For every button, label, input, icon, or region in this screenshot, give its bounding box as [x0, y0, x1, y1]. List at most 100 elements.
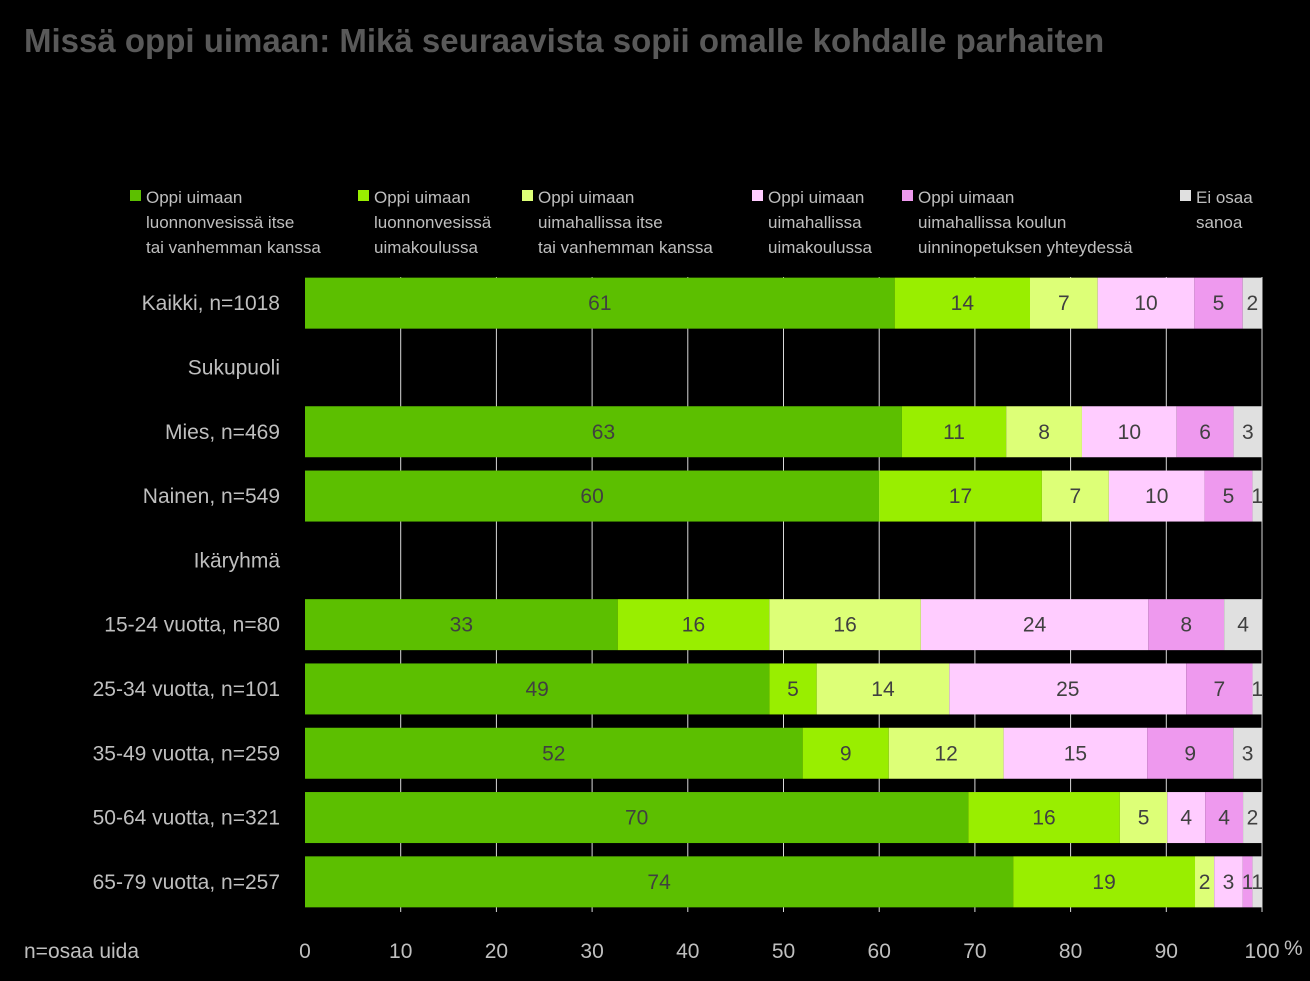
data-label: 8: [1038, 421, 1050, 444]
data-label: 70: [625, 807, 648, 830]
legend-label: uimakoulussa: [768, 238, 872, 257]
data-label: 63: [592, 421, 615, 444]
x-tick-label: 90: [1155, 940, 1178, 963]
data-label: 15: [1064, 742, 1087, 765]
bar-segment: [1242, 277, 1262, 329]
bar-segment: [1097, 277, 1195, 329]
data-label: 16: [1032, 807, 1055, 830]
data-label: 2: [1247, 807, 1259, 830]
x-tick-label: 50: [772, 940, 795, 963]
bar-segment: [1167, 792, 1206, 844]
bar-segment: [305, 406, 902, 458]
category-label: Sukupuoli: [188, 356, 280, 379]
data-label: 5: [1223, 485, 1235, 508]
data-label: 3: [1242, 742, 1254, 765]
bar-segment: [1003, 727, 1148, 779]
legend-label: uimahallissa: [768, 213, 862, 232]
data-label: 2: [1199, 871, 1211, 894]
legend: Oppi uimaan luonnonvesissä itse tai vanhem…: [130, 188, 1253, 257]
data-label: 49: [525, 678, 548, 701]
bar-segment: [305, 792, 969, 844]
bar-segment: [305, 599, 618, 651]
legend-label: uimahallissa koulun: [918, 213, 1066, 232]
bar-segment: [1081, 406, 1177, 458]
x-tick-label: 80: [1059, 940, 1082, 963]
data-label: 7: [1070, 485, 1082, 508]
data-label: 1: [1251, 678, 1263, 701]
legend-label: sanoa: [1196, 213, 1243, 232]
data-label: 7: [1058, 292, 1070, 315]
legend-label: uimahallissa itse: [538, 213, 663, 232]
data-label: 8: [1180, 614, 1192, 637]
category-label: 50-64 vuotta, n=321: [93, 807, 280, 830]
x-tick-label: 30: [580, 940, 603, 963]
data-label: 11: [943, 421, 965, 444]
bar-segment: [888, 727, 1004, 779]
bar-segment: [305, 856, 1014, 908]
legend-swatch: [752, 190, 763, 201]
data-label: 52: [542, 742, 565, 765]
bar-segment: [879, 470, 1042, 522]
data-label: 2: [1246, 292, 1258, 315]
data-label: 61: [588, 292, 611, 315]
bar-segment: [1243, 792, 1262, 844]
bar-segment: [769, 599, 921, 651]
data-label: 9: [1184, 742, 1196, 765]
data-label: 7: [1214, 678, 1226, 701]
bar-segment: [1013, 856, 1196, 908]
bars: 61 14 7 10 5 263 11 8 10 6 360 17 7 10 5 133 16 16 24 8 449 5…: [305, 277, 1263, 908]
data-label: 16: [682, 614, 705, 637]
category-label: Ikäryhmä: [194, 549, 281, 572]
data-label: 6: [1199, 421, 1211, 444]
data-label: 3: [1223, 871, 1235, 894]
data-label: 5: [1213, 292, 1225, 315]
x-tick-label: 60: [868, 940, 891, 963]
bar-segment: [305, 470, 880, 522]
category-label: Nainen, n=549: [143, 485, 280, 508]
bar-segment: [305, 277, 895, 329]
data-label: 60: [580, 485, 603, 508]
legend-label: tai vanhemman kanssa: [538, 238, 713, 257]
legend-item: Oppi uimaan uimahallissa koulun uinninopet…: [902, 188, 1133, 257]
data-label: 24: [1023, 614, 1047, 637]
legend-label: Oppi uimaan: [146, 188, 242, 207]
x-tick-label: 10: [389, 940, 412, 963]
data-label: 33: [450, 614, 473, 637]
data-label: 5: [1138, 807, 1150, 830]
legend-item: Oppi uimaan luonnonvesissä uimakoulussa: [358, 188, 492, 257]
legend-label: Oppi uimaan: [768, 188, 864, 207]
legend-swatch: [358, 190, 369, 201]
bar-segment: [1176, 406, 1234, 458]
data-label: 9: [840, 742, 852, 765]
bar-segment: [1233, 406, 1262, 458]
data-label: 10: [1134, 292, 1157, 315]
bar-segment: [1233, 727, 1262, 779]
bar-segment: [1119, 792, 1168, 844]
data-label: 4: [1218, 807, 1230, 830]
legend-item: Oppi uimaan uimahallissa uimakoulussa: [752, 188, 872, 257]
legend-swatch: [1180, 190, 1191, 201]
bar-segment: [1108, 470, 1205, 522]
x-tick-label: 100: [1244, 940, 1279, 963]
bar-segment: [816, 663, 950, 715]
data-label: 3: [1242, 421, 1254, 444]
legend-item: Oppi uimaan luonnonvesissä itse tai vanhem…: [130, 188, 321, 257]
bar-segment: [1205, 792, 1244, 844]
category-label: Mies, n=469: [165, 421, 280, 444]
bar-segment: [305, 663, 770, 715]
bar-segment: [1252, 470, 1262, 522]
data-label: 14: [871, 678, 895, 701]
data-label: 17: [949, 485, 972, 508]
legend-label: Oppi uimaan: [538, 188, 634, 207]
x-tick-label: 40: [676, 940, 699, 963]
x-tick-label: 70: [963, 940, 986, 963]
legend-swatch: [522, 190, 533, 201]
bar-segment: [968, 792, 1120, 844]
bar-segment: [901, 406, 1007, 458]
chart-title: Missä oppi uimaan: Mikä seuraavista sopi…: [24, 22, 1104, 59]
x-tick-label: 20: [485, 940, 508, 963]
legend-label: luonnonvesissä: [374, 213, 492, 232]
legend-item: Oppi uimaan uimahallissa itse tai vanhemma…: [522, 188, 713, 257]
bar-segment: [1041, 470, 1109, 522]
bar-segment: [1242, 856, 1253, 908]
